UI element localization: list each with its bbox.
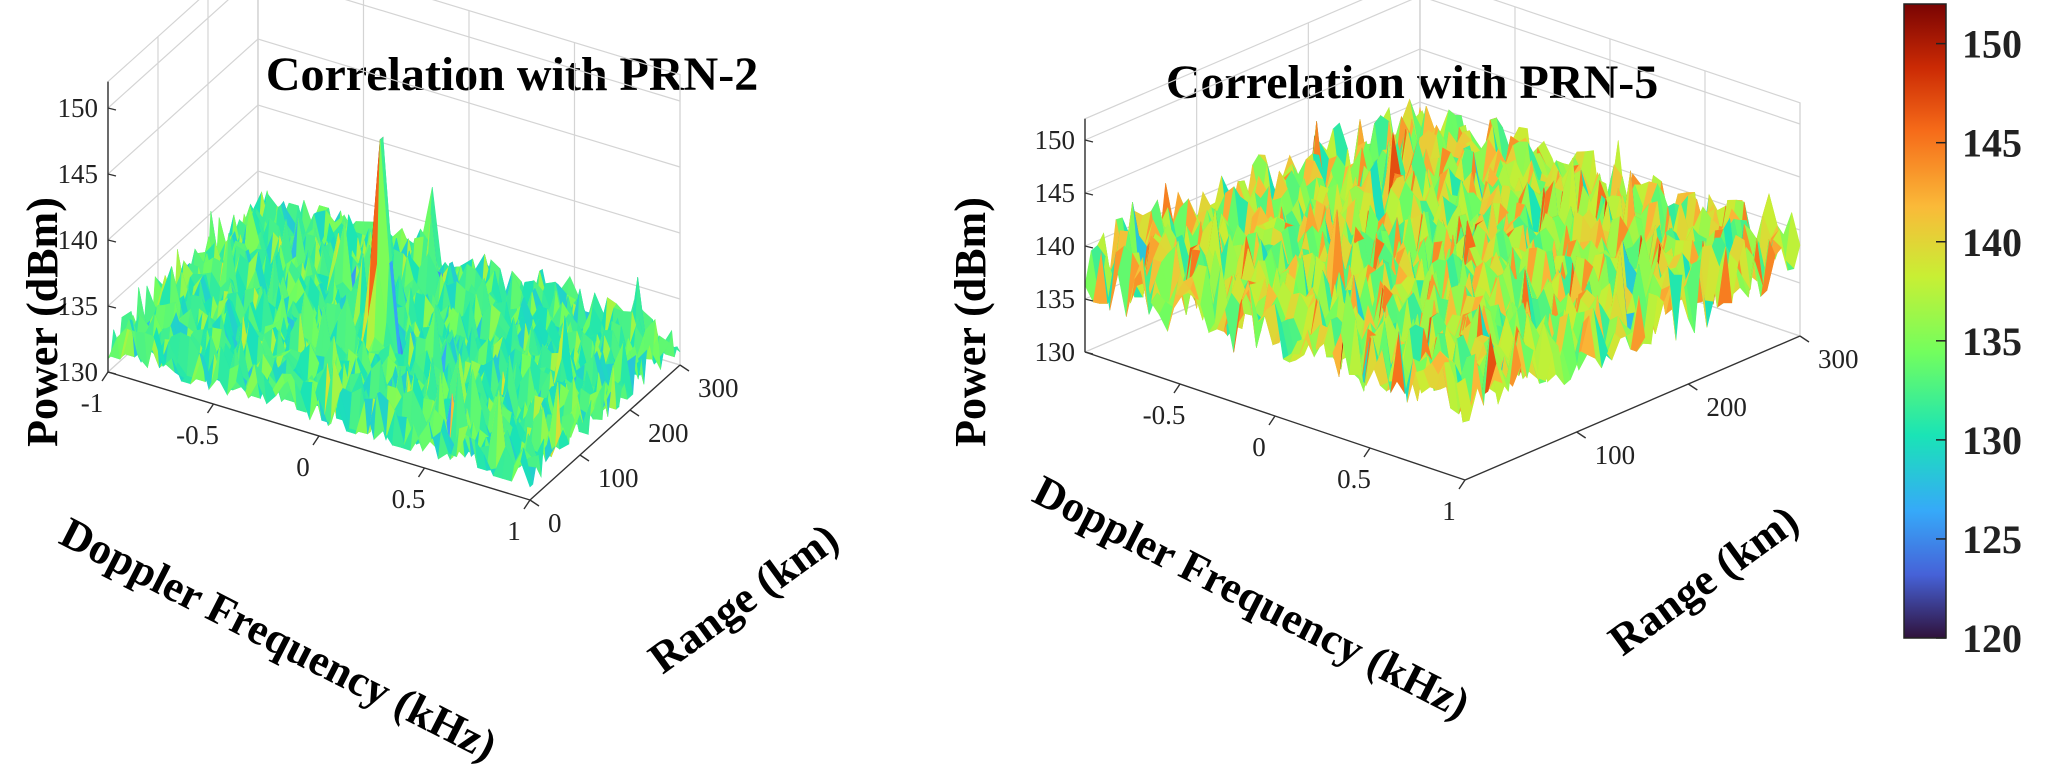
plot-prn5-title: Correlation with PRN-5 bbox=[1166, 56, 1658, 109]
z-tick-label: 145 bbox=[58, 159, 99, 189]
plot-prn2-surface bbox=[107, 136, 681, 488]
y-tick-mark bbox=[579, 454, 590, 462]
y-tick-label: 200 bbox=[648, 418, 689, 448]
x-tick-mark bbox=[523, 499, 531, 510]
y-tick-mark bbox=[529, 499, 540, 507]
z-tick-mark bbox=[107, 371, 117, 375]
x-tick-label: 0.5 bbox=[392, 484, 426, 514]
z-tick-mark bbox=[107, 239, 117, 243]
x-tick-label: 0 bbox=[296, 452, 310, 482]
x-tick-label: -0.5 bbox=[176, 420, 219, 450]
x-tick-label: -1 bbox=[81, 388, 104, 418]
z-tick-mark bbox=[107, 173, 117, 177]
z-gridline bbox=[107, 104, 681, 241]
y-tick-label: 300 bbox=[698, 373, 739, 403]
y-tick-label: 100 bbox=[598, 463, 639, 493]
x-tick-mark bbox=[417, 467, 426, 478]
z-tick-label: 150 bbox=[58, 93, 99, 123]
plot-prn5-surface bbox=[1084, 98, 1801, 423]
plot-prn2-ylabel: Range (km) bbox=[640, 513, 848, 683]
x-tick-mark bbox=[312, 435, 320, 446]
plot-prn2-zlabel: Power (dBm) bbox=[18, 197, 67, 447]
y-tick-mark bbox=[679, 364, 690, 372]
x-tick-label: 1 bbox=[507, 516, 521, 546]
z-tick-mark bbox=[107, 107, 117, 111]
x-tick-mark bbox=[101, 371, 109, 382]
plot-prn2-xlabel: Doppler Frequency (kHz) bbox=[53, 508, 505, 767]
y-tick-label: 0 bbox=[548, 508, 562, 538]
z-tick-mark bbox=[107, 305, 117, 309]
plot-prn2-title: Correlation with PRN-2 bbox=[266, 48, 758, 101]
y-tick-mark bbox=[629, 409, 640, 417]
x-tick-mark bbox=[206, 403, 215, 414]
